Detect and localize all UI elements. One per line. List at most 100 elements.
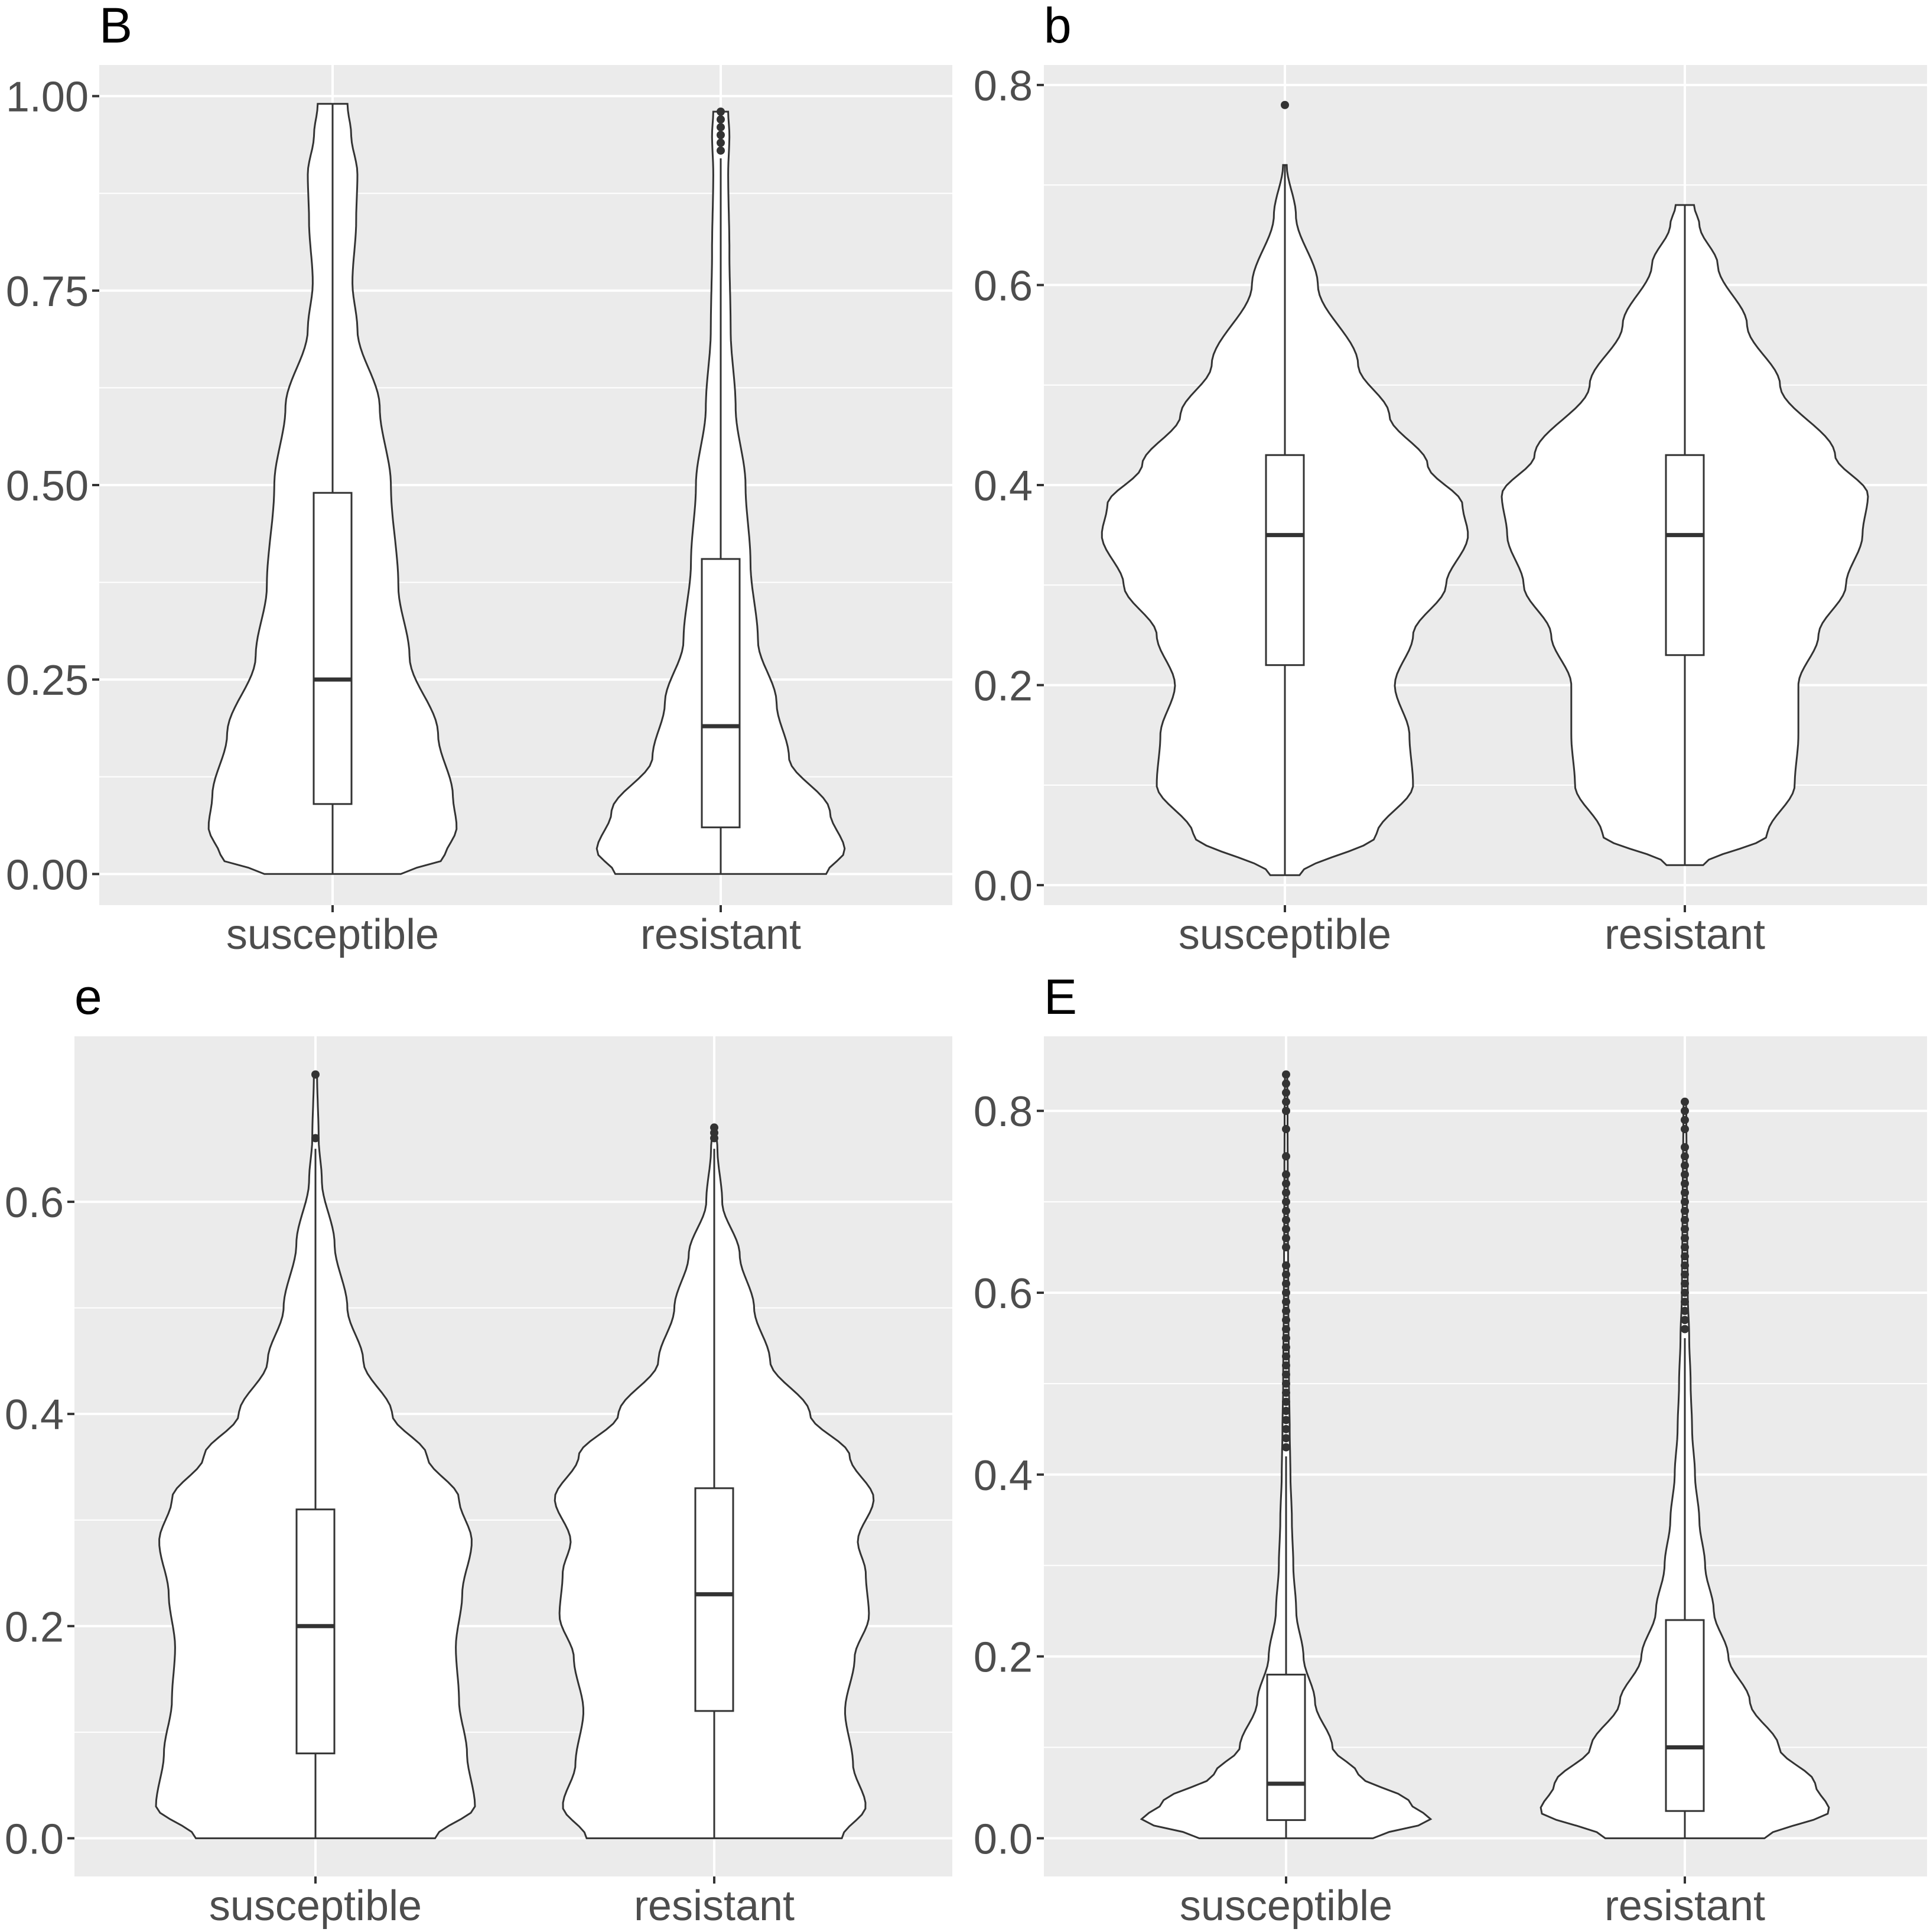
y-tick-label: 0.4: [974, 463, 1033, 510]
x-tick-label: resistant: [1604, 1882, 1765, 1930]
outlier-point: [1282, 1079, 1290, 1088]
box-resistant: [1665, 1619, 1705, 1812]
plot-background: [1044, 1036, 1927, 1876]
outlier-point: [1282, 1279, 1290, 1288]
outlier-point: [717, 131, 725, 139]
outlier-point: [1282, 1370, 1290, 1379]
y-tick-label: 0.0: [5, 1816, 64, 1863]
panel-2: 0.0 0.2 0.4 0.6 susceptible resistant e: [5, 969, 952, 1930]
outlier-point: [1282, 1306, 1290, 1315]
outlier-point: [1282, 1243, 1290, 1252]
outlier-point: [1681, 1225, 1689, 1234]
x-tick-label: susceptible: [209, 1882, 422, 1930]
outlier-point: [1681, 1297, 1689, 1306]
outlier-point: [1681, 1152, 1689, 1161]
outlier-point: [1282, 1107, 1290, 1115]
y-tick-label: 0.4: [974, 1452, 1033, 1500]
outlier-point: [1282, 1361, 1290, 1370]
outlier-point: [1282, 1352, 1290, 1361]
outlier-point: [1681, 1279, 1689, 1288]
outlier-point: [1282, 1170, 1290, 1179]
outlier-point: [1282, 1225, 1290, 1234]
outlier-point: [1282, 1416, 1290, 1424]
outlier-point: [717, 115, 725, 124]
y-tick-label: 0.4: [5, 1391, 64, 1439]
outlier-point: [1282, 1333, 1290, 1342]
y-tick-label: 0.00: [6, 851, 89, 899]
outlier-point: [1681, 1306, 1689, 1315]
y-tick-label: 0.0: [974, 1816, 1033, 1863]
outlier-point: [1681, 1325, 1689, 1333]
panel-label: B: [99, 0, 132, 53]
outlier-point: [311, 1070, 320, 1079]
outlier-point: [1681, 1107, 1689, 1115]
outlier-point: [1681, 1316, 1689, 1325]
outlier-point: [1282, 1325, 1290, 1333]
outlier-point: [1681, 1124, 1689, 1133]
box-resistant: [694, 1487, 734, 1712]
x-tick-label: susceptible: [226, 911, 439, 958]
outlier-point: [1282, 1097, 1290, 1106]
y-tick-label: 0.8: [974, 63, 1033, 110]
outlier-point: [1282, 1316, 1290, 1325]
outlier-point: [1681, 1206, 1689, 1215]
y-tick-label: 0.6: [5, 1179, 64, 1227]
panel-3: 0.0 0.2 0.4 0.6 0.8 susceptible resistant E: [974, 969, 1927, 1930]
outlier-point: [1281, 100, 1289, 109]
box-resistant: [701, 558, 741, 828]
outlier-point: [1681, 1179, 1689, 1188]
box-susceptible: [295, 1508, 336, 1755]
y-tick-label: 1.00: [6, 74, 89, 121]
y-tick-label: 0.2: [5, 1604, 64, 1651]
outlier-point: [1282, 1152, 1290, 1161]
outlier-point: [1282, 1215, 1290, 1224]
outlier-point: [1681, 1143, 1689, 1152]
box-resistant: [1665, 454, 1705, 656]
outlier-point: [1282, 1270, 1290, 1279]
outlier-point: [1282, 1379, 1290, 1388]
y-tick-label: 0.6: [974, 262, 1033, 310]
y-tick-label: 0.25: [6, 657, 89, 704]
y-tick-label: 0.6: [974, 1270, 1033, 1318]
outlier-point: [1681, 1215, 1689, 1224]
y-tick-label: 0.2: [974, 663, 1033, 710]
y-tick-label: 0.8: [974, 1088, 1033, 1136]
x-tick-label: resistant: [640, 911, 801, 958]
outlier-point: [1282, 1070, 1290, 1079]
outlier-point: [1282, 1179, 1290, 1188]
outlier-point: [1681, 1234, 1689, 1243]
outlier-point: [1282, 1088, 1290, 1097]
outlier-point: [717, 146, 725, 155]
outlier-point: [1681, 1097, 1689, 1106]
outlier-point: [710, 1123, 718, 1132]
panel-label: e: [74, 969, 102, 1024]
outlier-point: [1681, 1198, 1689, 1206]
outlier-point: [1681, 1170, 1689, 1179]
outlier-point: [311, 1134, 320, 1143]
y-tick-label: 0.2: [974, 1634, 1033, 1681]
outlier-point: [1282, 1288, 1290, 1297]
outlier-point: [1282, 1443, 1290, 1452]
panel-1: 0.0 0.2 0.4 0.6 0.8 susceptible resistant b: [974, 0, 1927, 958]
panel-0: 0.00 0.25 0.50 0.75 1.00 susceptible resistant…: [6, 0, 952, 958]
outlier-point: [1282, 1261, 1290, 1270]
outlier-point: [717, 108, 725, 116]
panel-label: b: [1044, 0, 1072, 53]
y-tick-label: 0.75: [6, 268, 89, 316]
outlier-point: [1282, 1434, 1290, 1443]
outlier-point: [717, 123, 725, 132]
x-tick-label: susceptible: [1179, 911, 1391, 958]
outlier-point: [1282, 1198, 1290, 1206]
outlier-point: [1282, 1234, 1290, 1243]
outlier-point: [1681, 1188, 1689, 1197]
outlier-point: [1681, 1288, 1689, 1297]
outlier-point: [1282, 1124, 1290, 1133]
outlier-point: [1282, 1388, 1290, 1397]
outlier-point: [1681, 1161, 1689, 1170]
box-susceptible: [1265, 454, 1305, 666]
outlier-point: [1282, 1188, 1290, 1197]
outlier-point: [717, 138, 725, 147]
box-susceptible: [1266, 1673, 1306, 1822]
outlier-point: [1681, 1270, 1689, 1279]
outlier-point: [1282, 1407, 1290, 1416]
